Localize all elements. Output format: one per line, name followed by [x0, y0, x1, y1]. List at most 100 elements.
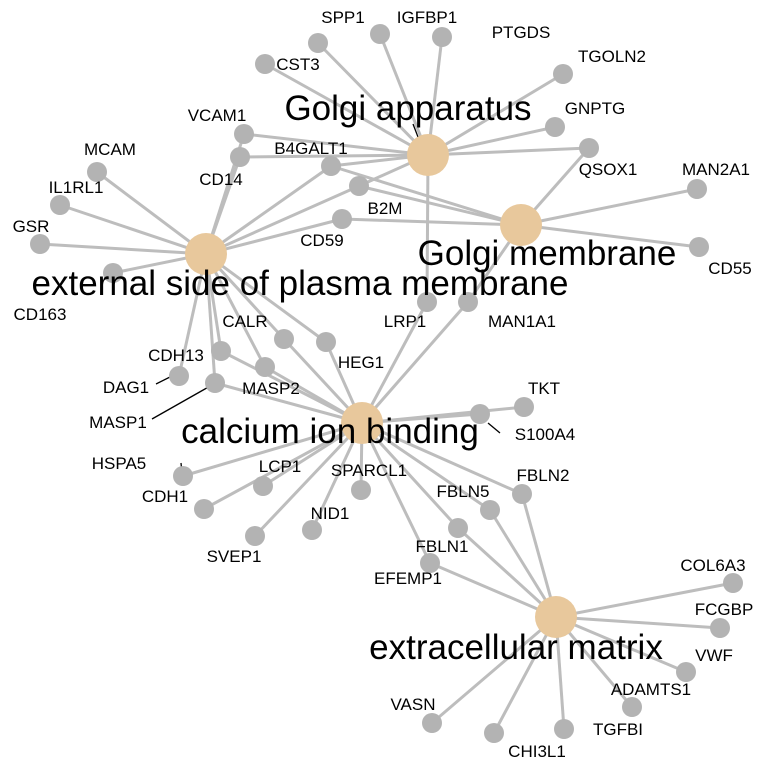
- edge-man1a1-calcium-binding: [360, 301, 470, 424]
- edge-cst3-golgi-apparatus: [264, 62, 429, 157]
- gene-node-mcam[interactable]: [87, 162, 107, 182]
- gene-node-vcam1[interactable]: [234, 124, 254, 144]
- gene-node-dag1[interactable]: [169, 366, 189, 386]
- gene-node-fcgbp[interactable]: [710, 618, 730, 638]
- edge-hspa5-calcium-binding: [182, 421, 363, 478]
- gene-node-masp1[interactable]: [205, 373, 225, 393]
- edge-fbln1-calcium-binding: [360, 421, 460, 530]
- gene-node-tkt[interactable]: [514, 397, 534, 417]
- node-layer: [30, 24, 743, 743]
- gene-label-gnptg: GNPTG: [565, 99, 625, 118]
- gene-node-heg1[interactable]: [316, 332, 336, 352]
- gene-node-efemp1[interactable]: [420, 553, 440, 573]
- gene-label-vasn: VASN: [390, 695, 435, 714]
- gene-label-il1rl1: IL1RL1: [49, 178, 104, 197]
- edge-cd55-golgi-membrane: [520, 223, 700, 249]
- term-label-external-side: external side of plasma membrane: [32, 264, 569, 303]
- edge-man2a1-golgi-membrane: [520, 187, 698, 227]
- gene-node-svep1[interactable]: [245, 526, 265, 546]
- edge-il1rl1-external-side: [59, 203, 207, 256]
- gene-label-tkt: TKT: [528, 379, 560, 398]
- edge-igfbp1-golgi-apparatus: [378, 33, 430, 156]
- edge-lrp1-golgi-apparatus: [425, 154, 430, 303]
- gene-node-gnptg[interactable]: [545, 117, 565, 137]
- gene-node-masp2[interactable]: [255, 357, 275, 377]
- gene-node-qsox1[interactable]: [579, 138, 599, 158]
- edge-gsr-external-side: [39, 242, 207, 256]
- edge-b4galt1-golgi-membrane: [330, 164, 522, 227]
- term-node-golgi-membrane[interactable]: [500, 204, 542, 246]
- edge-cd59-golgi-membrane: [341, 217, 522, 227]
- gene-node-cst3[interactable]: [255, 54, 275, 74]
- gene-label-vcam1: VCAM1: [188, 106, 247, 125]
- edge-b2m-golgi-membrane: [358, 184, 522, 227]
- gene-node-fbln1[interactable]: [448, 518, 468, 538]
- gene-node-man2a1[interactable]: [687, 179, 707, 199]
- edge-cd59-external-side: [205, 217, 343, 256]
- gene-node-nid1[interactable]: [302, 520, 322, 540]
- gene-node-spp1[interactable]: [308, 33, 328, 53]
- gene-label-tgfbi: TGFBI: [593, 720, 643, 739]
- gene-node-vasn[interactable]: [422, 713, 442, 733]
- gene-label-cdh1: CDH1: [142, 487, 188, 506]
- gene-label-lcp1: LCP1: [259, 457, 302, 476]
- gene-label-fcgbp: FCGBP: [695, 600, 754, 619]
- gene-node-sparcl1[interactable]: [351, 480, 371, 500]
- term-label-ecm: extracellular matrix: [369, 628, 663, 667]
- gene-label-s100a4: S100A4: [515, 425, 576, 444]
- gene-label-cdh13: CDH13: [148, 346, 204, 365]
- gene-node-col6a3[interactable]: [723, 573, 743, 593]
- gene-label-svep1: SVEP1: [207, 547, 262, 566]
- gene-label-nid1: NID1: [311, 504, 350, 523]
- gene-node-cd14[interactable]: [230, 147, 250, 167]
- term-node-calcium-binding[interactable]: [341, 402, 383, 444]
- gene-label-lrp1: LRP1: [384, 312, 427, 331]
- gene-node-tgoln2[interactable]: [553, 64, 573, 84]
- gene-label-spp1: SPP1: [321, 8, 364, 27]
- edge-b4galt1-external-side: [205, 164, 332, 256]
- gene-node-tgfbi[interactable]: [554, 719, 574, 739]
- gene-node-cd163[interactable]: [103, 263, 123, 283]
- term-label-golgi-membrane: Golgi membrane: [418, 234, 677, 273]
- gene-node-fbln5[interactable]: [480, 500, 500, 520]
- gene-node-vwf[interactable]: [676, 662, 696, 682]
- gene-node-il1rl1[interactable]: [50, 195, 70, 215]
- gene-label-cd163: CD163: [14, 305, 67, 324]
- gene-label-sparcl1: SPARCL1: [331, 461, 407, 480]
- gene-node-b4galt1[interactable]: [321, 156, 341, 176]
- term-node-golgi-apparatus[interactable]: [407, 134, 449, 176]
- gene-node-adamts1[interactable]: [622, 697, 642, 717]
- gene-node-b2m[interactable]: [349, 176, 369, 196]
- gene-node-ptgds[interactable]: [432, 27, 452, 47]
- gene-node-cdh13[interactable]: [211, 341, 231, 361]
- gene-node-igfbp1[interactable]: [370, 24, 390, 44]
- gene-node-s100a4[interactable]: [470, 404, 490, 424]
- gene-node-cd55[interactable]: [689, 237, 709, 257]
- gene-label-masp2: MASP2: [242, 379, 300, 398]
- gene-node-chi3l1[interactable]: [484, 723, 504, 743]
- gene-label-cd14: CD14: [199, 170, 242, 189]
- term-label-calcium-binding: calcium ion binding: [181, 412, 479, 451]
- label-leader-line: [151, 384, 213, 420]
- gene-label-man1a1: MAN1A1: [488, 312, 556, 331]
- gene-label-efemp1: EFEMP1: [374, 569, 442, 588]
- gene-node-lrp1[interactable]: [417, 292, 437, 312]
- edge-fbln5-calcium-binding: [361, 421, 491, 512]
- gene-node-lcp1[interactable]: [253, 476, 273, 496]
- label-leader-line: [487, 422, 501, 434]
- gene-node-cdh1[interactable]: [194, 499, 214, 519]
- edge-chi3l1-ecm: [492, 616, 558, 734]
- gene-node-cd59[interactable]: [332, 209, 352, 229]
- edge-mcam-external-side: [96, 170, 207, 256]
- term-node-external-side[interactable]: [185, 233, 227, 275]
- gene-label-col6a3: COL6A3: [680, 556, 745, 575]
- gene-node-hspa5[interactable]: [173, 466, 193, 486]
- gene-node-calr[interactable]: [274, 329, 294, 349]
- gene-node-fbln2[interactable]: [512, 484, 532, 504]
- term-node-ecm[interactable]: [535, 596, 577, 638]
- edge-cd14-golgi-apparatus: [239, 153, 429, 159]
- gene-node-gsr[interactable]: [30, 234, 50, 254]
- edge-fbln2-calcium-binding: [361, 421, 523, 496]
- gene-node-man1a1[interactable]: [458, 292, 478, 312]
